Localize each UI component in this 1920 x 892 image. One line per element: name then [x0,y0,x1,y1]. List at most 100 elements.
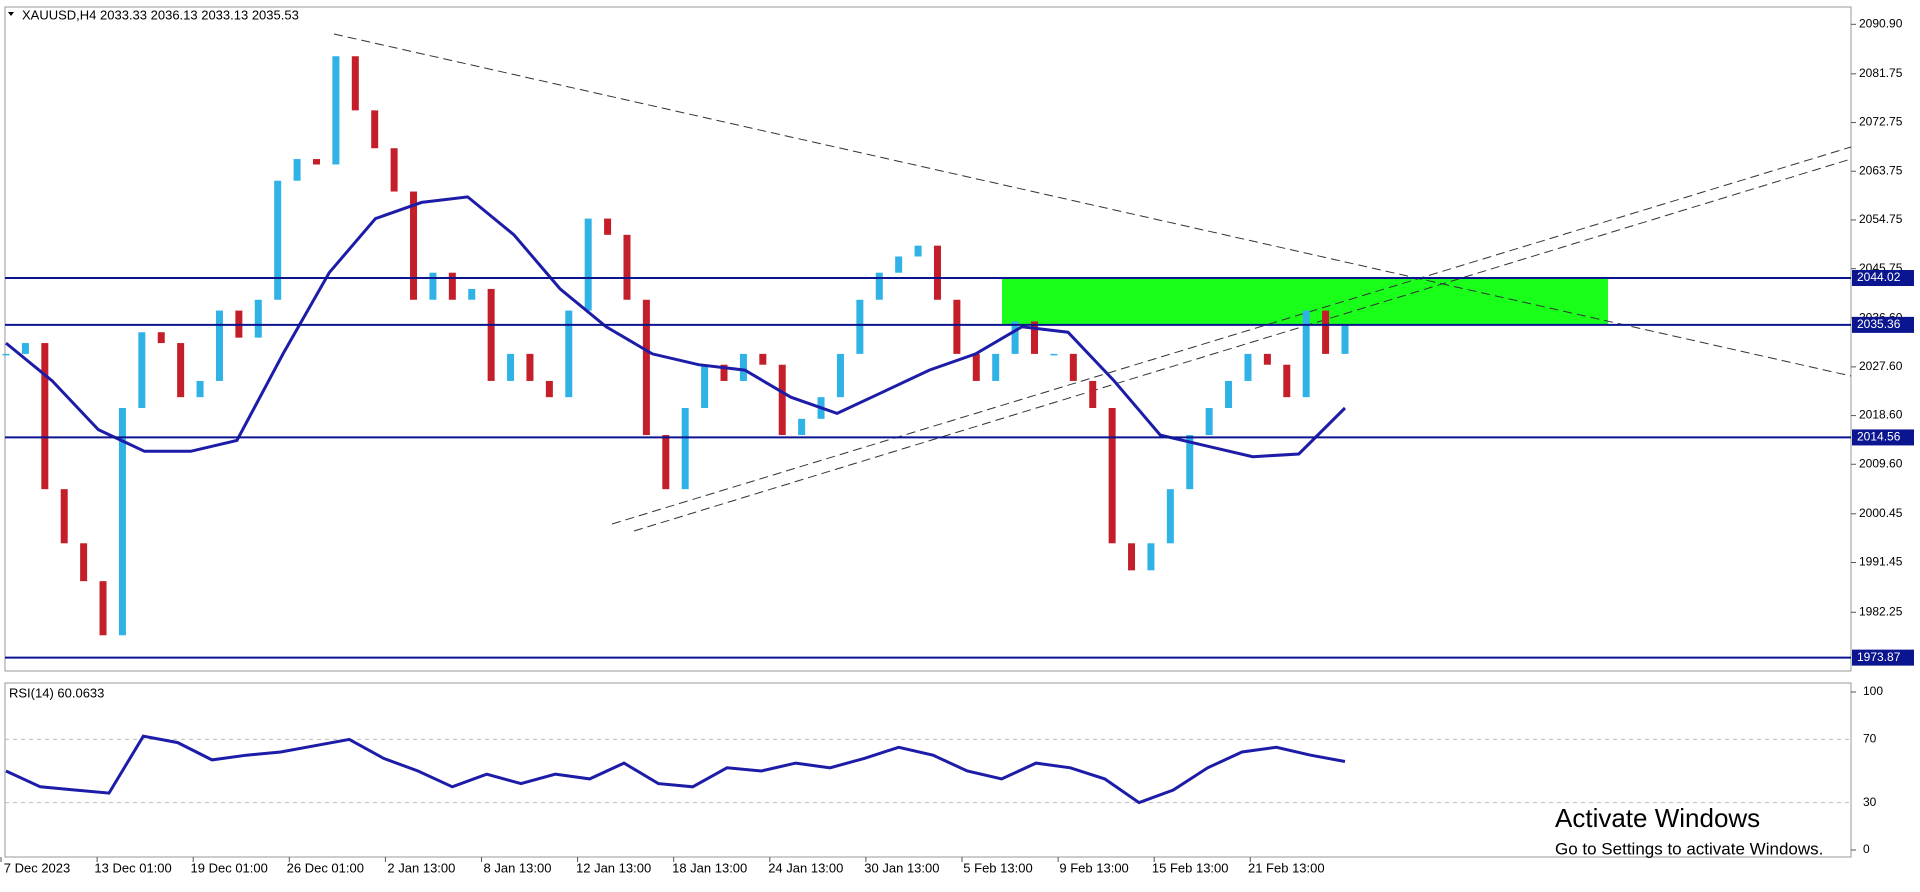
x-tick-label: 18 Jan 13:00 [672,860,747,875]
candle [2,353,10,356]
trendline [333,33,1852,377]
y-tick-label: 2081.75 [1859,66,1903,80]
level-box [1852,649,1914,666]
x-tick-label: 8 Jan 13:00 [484,860,552,875]
candle [895,256,903,273]
rsi-line [5,734,1346,805]
candle [196,380,204,398]
candle [1050,353,1058,356]
level-box [1852,429,1914,446]
chart-title: XAUUSD,H4 2033.33 2036.13 2033.13 2035.5… [22,7,299,22]
candle [953,299,961,354]
candle [720,364,728,381]
main-panel [4,6,1852,672]
rsi-tick-label: 100 [1863,684,1883,698]
candle [80,543,88,582]
level-label: 2035.36 [1857,317,1901,331]
candle [1322,310,1330,354]
y-tick-label: 2063.75 [1859,163,1903,177]
candle [60,489,68,544]
candle [545,380,553,398]
y-tick-label: 2000.45 [1859,506,1903,520]
candle [1186,435,1194,490]
level-box [1852,316,1914,333]
candle [836,353,844,398]
y-tick-label: 2018.60 [1859,408,1903,422]
candle [448,272,456,300]
watermark-title: Activate Windows [1555,803,1760,833]
title-arrow [8,12,14,16]
moving-average [5,195,1347,459]
candle [1108,407,1116,544]
candle [371,110,379,149]
x-tick-label: 9 Feb 13:00 [1059,860,1128,875]
x-tick-label: 7 Dec 2023 [4,860,71,875]
y-tick-label: 2090.90 [1859,16,1903,30]
candle [1089,380,1097,408]
candle [662,435,670,490]
x-tick-label: 5 Feb 13:00 [963,860,1032,875]
candle [429,272,437,300]
watermark-subtitle: Go to Settings to activate Windows. [1555,839,1823,858]
candle [1263,353,1271,365]
candle [623,234,631,300]
candle [1244,353,1252,381]
candle [875,272,883,300]
candle [1302,310,1310,398]
x-tick-label: 24 Jan 13:00 [768,860,843,875]
candle [778,364,786,436]
x-tick-label: 2 Jan 13:00 [387,860,455,875]
y-tick-label: 1991.45 [1859,555,1903,569]
x-tick-label: 12 Jan 13:00 [576,860,651,875]
y-tick-label: 2009.60 [1859,456,1903,470]
level-label: 2044.02 [1857,270,1901,284]
rsi-tick-label: 0 [1863,842,1870,856]
level-label: 2014.56 [1857,430,1901,444]
rsi-panel [4,682,1852,858]
y-tick-label: 1982.25 [1859,604,1903,618]
x-tick-label: 19 Dec 01:00 [191,860,268,875]
candle [351,56,359,111]
candle [157,332,165,344]
rsi-title: RSI(14) 60.0633 [9,685,104,700]
x-tick-label: 26 Dec 01:00 [287,860,364,875]
y-tick-label: 2027.60 [1859,359,1903,373]
candle [274,180,282,300]
candle [798,418,806,436]
candle [1166,489,1174,544]
x-tick-label: 21 Feb 13:00 [1248,860,1325,875]
candle [21,343,29,354]
candle [312,159,320,165]
candle [1283,364,1291,398]
candle [177,343,185,398]
candle [1147,543,1155,571]
x-tick-label: 13 Dec 01:00 [94,860,171,875]
candle [99,581,107,636]
candle [526,353,534,381]
candle [739,353,747,381]
rsi-tick-label: 70 [1863,732,1877,746]
trendline [633,158,1852,532]
y-tick-label: 2054.75 [1859,212,1903,226]
candle [681,407,689,490]
candle [856,299,864,354]
candle [487,288,495,381]
candle [1225,380,1233,408]
candle [410,191,418,300]
candle [41,343,49,490]
candle [933,245,941,300]
rsi-tick-label: 30 [1863,795,1877,809]
y-tick-label: 2072.75 [1859,115,1903,129]
candle [254,299,262,338]
candle [604,218,612,235]
candle [1128,543,1136,571]
candle [138,332,146,408]
candle [584,218,592,311]
candle [972,353,980,381]
candle [914,245,922,257]
candle [701,364,709,408]
x-tick-label: 30 Jan 13:00 [864,860,939,875]
trendline [611,146,1852,525]
level-label: 1973.87 [1857,650,1901,664]
